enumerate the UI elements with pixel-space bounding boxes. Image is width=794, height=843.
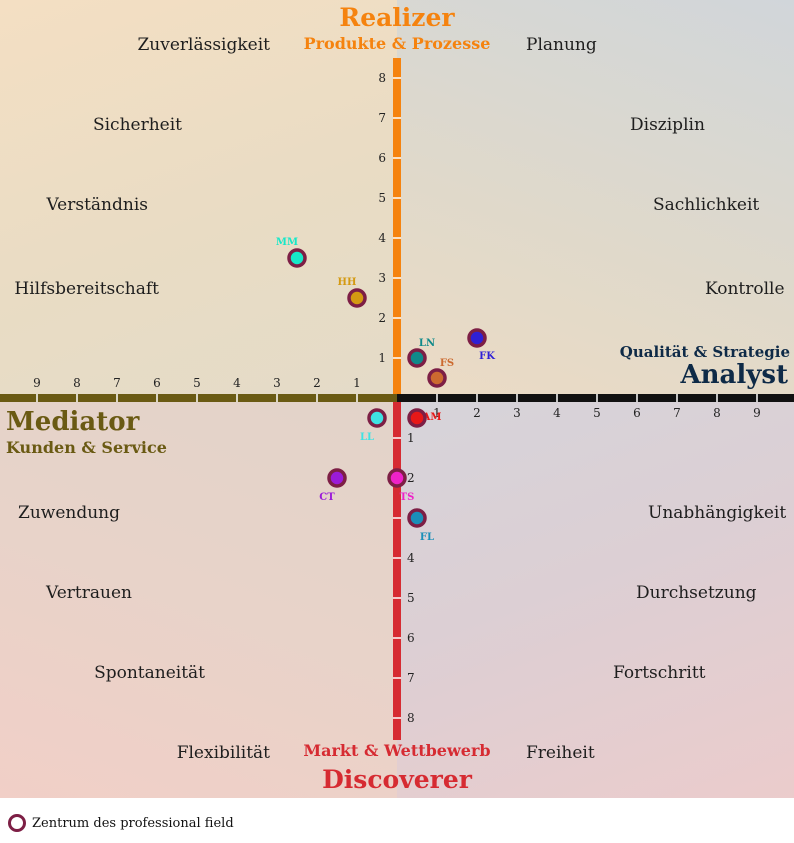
word-bottom-right-3: Fortschritt <box>613 663 706 683</box>
point-marker-fl <box>407 508 427 528</box>
axis-left-tick-label: 5 <box>193 376 201 390</box>
point-marker-fs <box>427 368 447 388</box>
axis-up-tick-label: 3 <box>378 271 386 285</box>
word-top-left-2: Sicherheit <box>93 115 182 135</box>
word-top-right-3: Sachlichkeit <box>653 195 759 215</box>
chart-svg: 1 2 3 4 5 6 7 8 1 2 3 4 5 6 7 8 1 2 3 4 5 6 7 8 9 1 2 3 4 5 6 7 8 9 Zu… <box>0 35 794 763</box>
realizer-subtitle: Produkte & Prozesse <box>303 34 491 53</box>
word-bottom-left-3: Spontaneität <box>94 663 205 683</box>
mediator-subtitle: Kunden & Service <box>6 438 167 457</box>
point-label-ct: CT <box>319 492 335 503</box>
axis-down-tick-label: 2 <box>407 471 415 485</box>
axis-left-tick-label: 1 <box>353 376 361 390</box>
realizer-title: Realizer <box>339 3 455 32</box>
axis-up-tick-label: 8 <box>378 71 386 85</box>
axis-up-tick-label: 6 <box>378 151 386 165</box>
point-label-mm: MM <box>276 237 298 248</box>
axis-up-ticks: 1 2 3 4 5 6 7 8 <box>378 71 401 365</box>
legend-label: Zentrum des professional field <box>32 815 234 831</box>
axis-left-tick-label: 9 <box>33 376 41 390</box>
axis-left-tick-label: 7 <box>113 376 121 390</box>
discoverer-subtitle: Markt & Wettbewerb <box>303 741 491 760</box>
axis-left-tick-label: 6 <box>153 376 161 390</box>
point-marker-mm <box>287 248 307 268</box>
word-bottom-left-2: Vertrauen <box>45 583 132 603</box>
axis-left-tick-label: 2 <box>313 376 321 390</box>
axis-left-tick-label: 8 <box>73 376 81 390</box>
point-label-fl: FL <box>420 532 434 543</box>
axis-right-tick-label: 7 <box>673 406 681 420</box>
axis-down-tick-label: 8 <box>407 711 415 725</box>
point-label-ts: TS <box>400 492 415 503</box>
quadrant-discoverer-mediator-bg <box>0 398 397 798</box>
axis-up-tick-label: 5 <box>378 191 386 205</box>
point-marker-ln <box>407 348 427 368</box>
word-top-right-1: Planung <box>526 35 597 55</box>
axis-down-bar <box>393 398 401 740</box>
point-label-fk: FK <box>479 351 495 362</box>
axis-right-tick-label: 1 <box>433 406 441 420</box>
axis-left-tick-label: 4 <box>233 376 241 390</box>
word-top-right-4: Kontrolle <box>705 279 785 299</box>
axis-down-tick-label: 1 <box>407 431 415 445</box>
axis-down-tick-label: 4 <box>407 551 415 565</box>
axis-up-tick-label: 1 <box>378 351 386 365</box>
axis-left-ticks: 1 2 3 4 5 6 7 8 9 <box>33 376 361 402</box>
analyst-title: Analyst <box>680 360 788 390</box>
axis-right-tick-label: 6 <box>633 406 641 420</box>
axis-up-bar <box>393 58 401 398</box>
axis-right-tick-label: 8 <box>713 406 721 420</box>
discoverer-title: Discoverer <box>322 765 472 794</box>
axis-up-tick-label: 4 <box>378 231 386 245</box>
quadrant-discoverer-analyst-bg <box>397 398 794 798</box>
word-bottom-right-4: Freiheit <box>526 743 595 763</box>
axis-left-bar <box>0 394 397 402</box>
legend-ring-icon <box>8 814 26 832</box>
quadrant-realizer-mediator-bg <box>0 0 397 398</box>
word-bottom-left-4: Flexibilität <box>177 743 270 763</box>
axis-right-tick-label: 9 <box>753 406 761 420</box>
word-bottom-right-2: Durchsetzung <box>636 583 757 603</box>
point-marker-hh <box>347 288 367 308</box>
axis-down-tick-label: 5 <box>407 591 415 605</box>
axis-right-tick-label: 2 <box>473 406 481 420</box>
point-label-ll: LL <box>360 432 374 443</box>
point-label-hh: HH <box>338 277 357 288</box>
word-top-right-2: Disziplin <box>630 115 705 135</box>
word-top-left-3: Verständnis <box>45 195 148 215</box>
axis-up-tick-label: 7 <box>378 111 386 125</box>
quadrant-realizer-analyst-bg <box>397 0 794 398</box>
axis-right-bar <box>397 394 794 402</box>
axis-right-tick-label: 5 <box>593 406 601 420</box>
word-bottom-left-1: Zuwendung <box>18 503 120 523</box>
point-label-ln: LN <box>419 338 435 349</box>
axis-down-tick-label: 6 <box>407 631 415 645</box>
point-marker-ts <box>387 468 407 488</box>
legend: Zentrum des professional field <box>8 813 234 833</box>
axis-down-tick-label: 7 <box>407 671 415 685</box>
point-label-am: AM <box>422 412 442 423</box>
axis-up-tick-label: 2 <box>378 311 386 325</box>
quadrant-background <box>0 0 794 798</box>
point-marker-am <box>407 408 427 428</box>
analyst-subtitle: Qualität & Strategie <box>619 343 790 361</box>
point-marker-fk <box>467 328 487 348</box>
mediator-title: Mediator <box>6 407 140 437</box>
point-marker-ct <box>327 468 347 488</box>
point-marker-ll <box>367 408 387 428</box>
axis-left-tick-label: 3 <box>273 376 281 390</box>
axis-right-tick-label: 4 <box>553 406 561 420</box>
point-label-fs: FS <box>440 358 454 369</box>
word-bottom-right-1: Unabhängigkeit <box>648 503 786 523</box>
axis-right-ticks: 1 2 3 4 5 6 7 8 9 <box>433 394 761 420</box>
word-top-left-4: Hilfsbereitschaft <box>14 279 159 299</box>
data-points: MM HH LN FK FS LL AM CT TS FL <box>276 237 495 543</box>
word-top-left-1: Zuverlässigkeit <box>137 35 270 55</box>
axis-right-tick-label: 3 <box>513 406 521 420</box>
